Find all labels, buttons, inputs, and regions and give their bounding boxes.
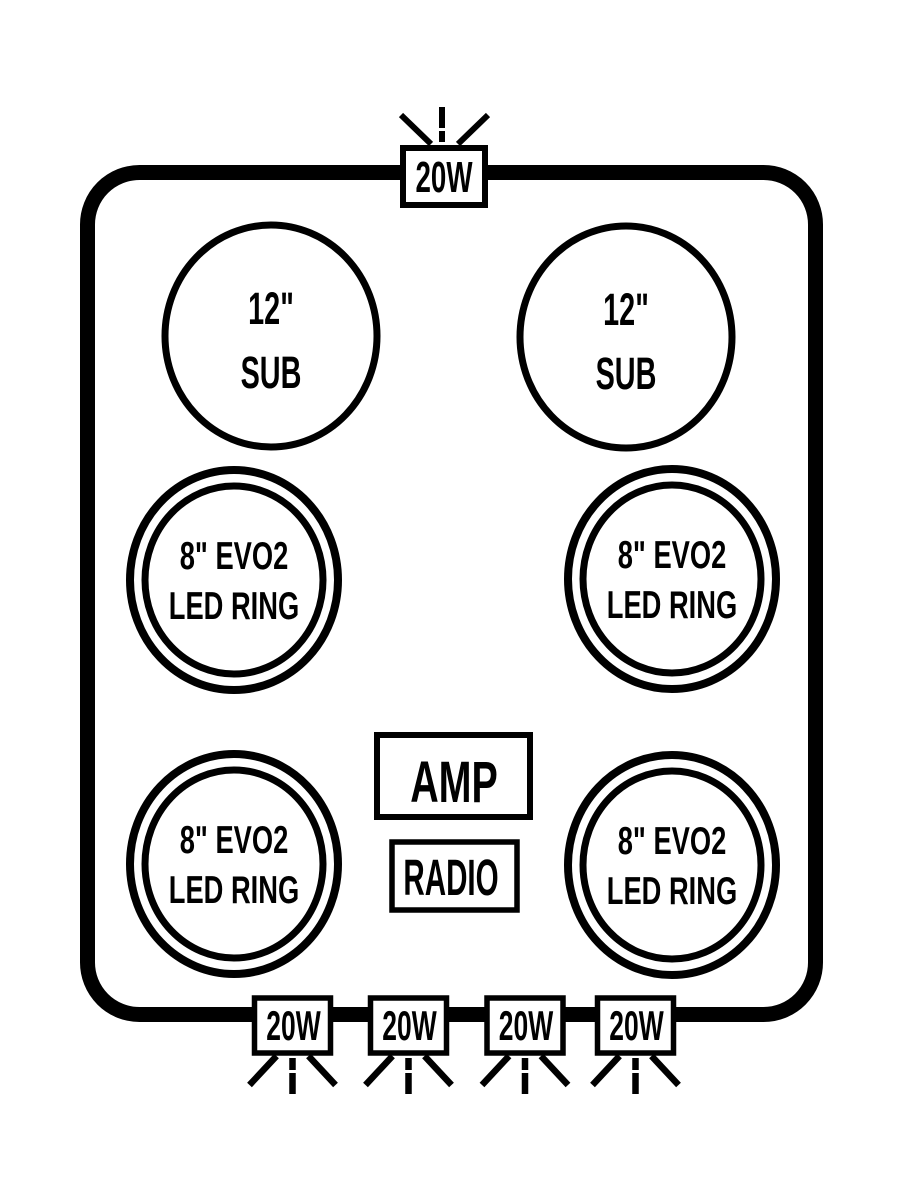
bottom-light-2: 20W [363,995,454,1094]
amp-unit: AMP [374,732,533,820]
speaker-outer-ring [126,750,342,978]
speaker-size-label: 8" EVO2 [618,820,727,863]
light-box [484,995,566,1056]
subwoofer-right: 12" SUB [516,222,736,452]
light-ray-left-icon [479,1053,512,1088]
speaker-inner-ring [141,766,327,962]
subwoofer-circle [516,222,736,452]
speaker-outer-ring [126,466,342,694]
light-ray-left-icon [398,112,434,147]
led-speaker-bottom-left: 8" EVO2 LED RING [126,750,342,978]
bottom-light-4: 20W [590,995,681,1094]
light-box [251,995,334,1056]
speaker-inner-ring [579,767,765,963]
light-ray-right-icon [455,112,491,147]
radio-label: RADIO [403,849,498,906]
light-ray-left-icon [247,1053,279,1088]
subwoofer-size-label: 12" [248,285,294,335]
speaker-type-label: LED RING [607,584,737,627]
subwoofer-size-label: 12" [603,286,649,336]
speaker-inner-ring [141,482,327,678]
speaker-outer-ring [564,751,780,979]
led-speaker-top-right: 8" EVO2 LED RING [564,465,780,693]
light-ray-right-icon [306,1053,338,1088]
speaker-type-label: LED RING [169,585,299,628]
light-wattage-label: 20W [266,1003,321,1050]
top-light: 20W [398,107,491,208]
speaker-size-label: 8" EVO2 [180,819,289,862]
amp-label: AMP [410,749,498,814]
led-speaker-bottom-right: 8" EVO2 LED RING [564,751,780,979]
radio-unit: RADIO [389,839,520,913]
light-wattage-label: 20W [416,153,473,202]
light-box [367,995,450,1056]
light-ray-right-icon [422,1053,454,1088]
light-box [594,995,677,1056]
light-ray-right-icon [538,1053,571,1088]
subwoofer-type-label: SUB [596,350,657,400]
light-ray-right-icon [649,1053,681,1088]
radio-box [389,839,520,913]
light-wattage-label: 20W [499,1003,554,1050]
light-wattage-label: 20W [382,1003,437,1050]
bottom-light-1: 20W [247,995,338,1094]
subwoofer-circle [161,221,381,451]
speaker-size-label: 8" EVO2 [180,535,289,578]
speaker-type-label: LED RING [169,869,299,912]
speaker-inner-ring [579,481,765,677]
light-ray-left-icon [363,1053,395,1088]
subwoofer-left: 12" SUB [161,221,381,451]
light-wattage-label: 20W [609,1003,664,1050]
bottom-light-3: 20W [479,995,571,1094]
amp-box [374,732,533,820]
led-speaker-top-left: 8" EVO2 LED RING [126,466,342,694]
speaker-outer-ring [564,465,780,693]
speaker-type-label: LED RING [607,870,737,913]
light-ray-left-icon [590,1053,622,1088]
light-box [400,145,488,208]
subwoofer-type-label: SUB [241,349,302,399]
speaker-size-label: 8" EVO2 [618,534,727,577]
